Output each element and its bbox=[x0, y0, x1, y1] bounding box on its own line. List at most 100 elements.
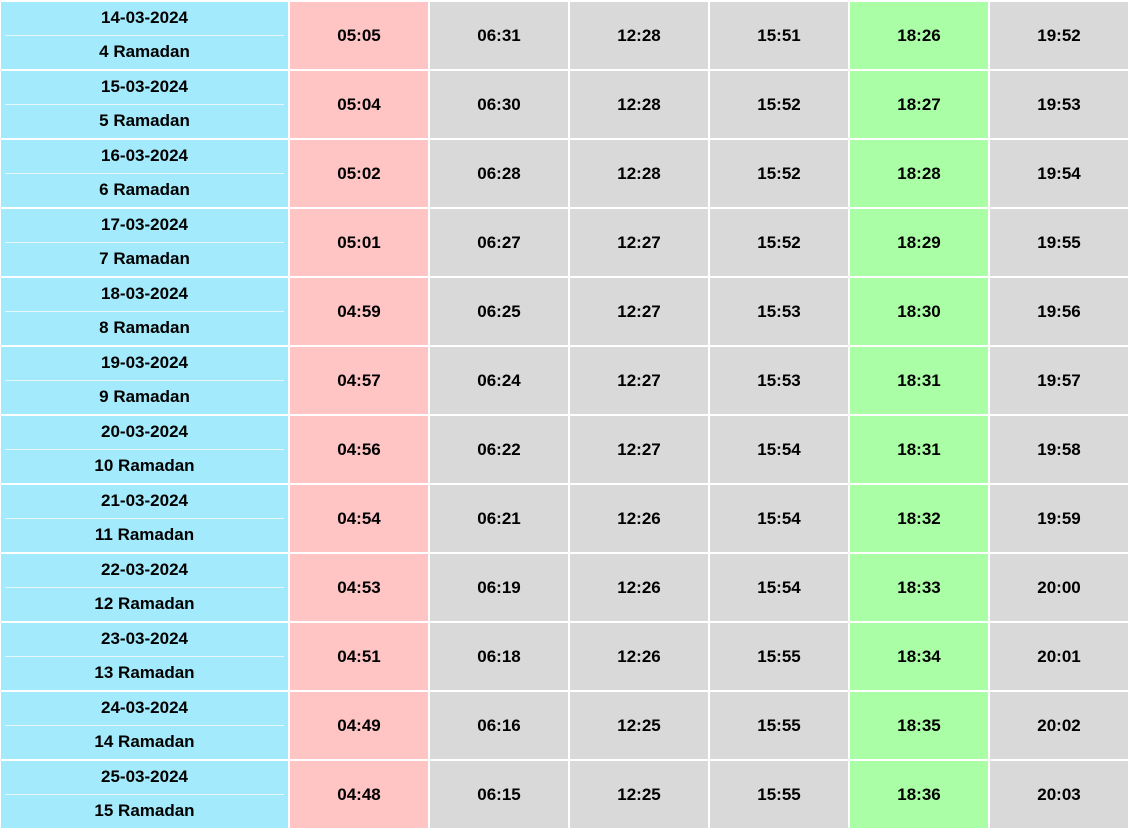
date-cell: 20-03-2024 10 Ramadan bbox=[1, 416, 288, 483]
gregorian-date: 15-03-2024 bbox=[5, 71, 284, 105]
sunrise-time: 06:24 bbox=[430, 347, 568, 414]
fajr-time: 04:57 bbox=[290, 347, 428, 414]
table-row: 23-03-2024 13 Ramadan 04:51 06:18 12:26 1… bbox=[1, 623, 1128, 690]
isha-time: 19:57 bbox=[990, 347, 1128, 414]
gregorian-date: 21-03-2024 bbox=[5, 485, 284, 519]
sunrise-time: 06:31 bbox=[430, 2, 568, 69]
fajr-time: 04:56 bbox=[290, 416, 428, 483]
isha-time: 20:03 bbox=[990, 761, 1128, 828]
maghrib-time: 18:32 bbox=[850, 485, 988, 552]
dhuhr-time: 12:26 bbox=[570, 485, 708, 552]
table-row: 14-03-2024 4 Ramadan 05:05 06:31 12:28 15… bbox=[1, 2, 1128, 69]
maghrib-time: 18:35 bbox=[850, 692, 988, 759]
dhuhr-time: 12:26 bbox=[570, 623, 708, 690]
fajr-time: 04:51 bbox=[290, 623, 428, 690]
sunrise-time: 06:25 bbox=[430, 278, 568, 345]
hijri-date: 7 Ramadan bbox=[99, 249, 190, 268]
fajr-time: 04:48 bbox=[290, 761, 428, 828]
sunrise-time: 06:16 bbox=[430, 692, 568, 759]
gregorian-date: 24-03-2024 bbox=[5, 692, 284, 726]
date-cell: 17-03-2024 7 Ramadan bbox=[1, 209, 288, 276]
asr-time: 15:51 bbox=[710, 2, 848, 69]
asr-time: 15:55 bbox=[710, 761, 848, 828]
dhuhr-time: 12:27 bbox=[570, 416, 708, 483]
hijri-date: 15 Ramadan bbox=[94, 801, 195, 820]
hijri-date: 14 Ramadan bbox=[94, 732, 195, 751]
gregorian-date: 25-03-2024 bbox=[5, 761, 284, 795]
isha-time: 19:59 bbox=[990, 485, 1128, 552]
date-cell: 18-03-2024 8 Ramadan bbox=[1, 278, 288, 345]
isha-time: 19:58 bbox=[990, 416, 1128, 483]
isha-time: 19:56 bbox=[990, 278, 1128, 345]
isha-time: 19:54 bbox=[990, 140, 1128, 207]
maghrib-time: 18:34 bbox=[850, 623, 988, 690]
gregorian-date: 17-03-2024 bbox=[5, 209, 284, 243]
sunrise-time: 06:30 bbox=[430, 71, 568, 138]
sunrise-time: 06:19 bbox=[430, 554, 568, 621]
hijri-date: 12 Ramadan bbox=[94, 594, 195, 613]
maghrib-time: 18:30 bbox=[850, 278, 988, 345]
fajr-time: 04:54 bbox=[290, 485, 428, 552]
asr-time: 15:52 bbox=[710, 140, 848, 207]
table-row: 24-03-2024 14 Ramadan 04:49 06:16 12:25 1… bbox=[1, 692, 1128, 759]
hijri-date: 4 Ramadan bbox=[99, 42, 190, 61]
dhuhr-time: 12:27 bbox=[570, 209, 708, 276]
sunrise-time: 06:22 bbox=[430, 416, 568, 483]
dhuhr-time: 12:27 bbox=[570, 347, 708, 414]
sunrise-time: 06:27 bbox=[430, 209, 568, 276]
table-row: 25-03-2024 15 Ramadan 04:48 06:15 12:25 1… bbox=[1, 761, 1128, 828]
hijri-date: 13 Ramadan bbox=[94, 663, 195, 682]
date-cell: 15-03-2024 5 Ramadan bbox=[1, 71, 288, 138]
hijri-date: 9 Ramadan bbox=[99, 387, 190, 406]
maghrib-time: 18:31 bbox=[850, 347, 988, 414]
table-row: 18-03-2024 8 Ramadan 04:59 06:25 12:27 15… bbox=[1, 278, 1128, 345]
dhuhr-time: 12:26 bbox=[570, 554, 708, 621]
asr-time: 15:55 bbox=[710, 623, 848, 690]
maghrib-time: 18:29 bbox=[850, 209, 988, 276]
hijri-date: 11 Ramadan bbox=[94, 525, 195, 544]
fajr-time: 04:59 bbox=[290, 278, 428, 345]
fajr-time: 04:53 bbox=[290, 554, 428, 621]
maghrib-time: 18:28 bbox=[850, 140, 988, 207]
dhuhr-time: 12:28 bbox=[570, 140, 708, 207]
fajr-time: 04:49 bbox=[290, 692, 428, 759]
date-cell: 23-03-2024 13 Ramadan bbox=[1, 623, 288, 690]
dhuhr-time: 12:28 bbox=[570, 71, 708, 138]
dhuhr-time: 12:28 bbox=[570, 2, 708, 69]
asr-time: 15:55 bbox=[710, 692, 848, 759]
maghrib-time: 18:26 bbox=[850, 2, 988, 69]
asr-time: 15:53 bbox=[710, 347, 848, 414]
table-row: 19-03-2024 9 Ramadan 04:57 06:24 12:27 15… bbox=[1, 347, 1128, 414]
date-cell: 21-03-2024 11 Ramadan bbox=[1, 485, 288, 552]
date-cell: 19-03-2024 9 Ramadan bbox=[1, 347, 288, 414]
fajr-time: 05:02 bbox=[290, 140, 428, 207]
gregorian-date: 18-03-2024 bbox=[5, 278, 284, 312]
sunrise-time: 06:21 bbox=[430, 485, 568, 552]
isha-time: 20:02 bbox=[990, 692, 1128, 759]
isha-time: 19:55 bbox=[990, 209, 1128, 276]
sunrise-time: 06:28 bbox=[430, 140, 568, 207]
table-row: 15-03-2024 5 Ramadan 05:04 06:30 12:28 15… bbox=[1, 71, 1128, 138]
table-row: 20-03-2024 10 Ramadan 04:56 06:22 12:27 1… bbox=[1, 416, 1128, 483]
gregorian-date: 14-03-2024 bbox=[5, 2, 284, 36]
isha-time: 19:53 bbox=[990, 71, 1128, 138]
asr-time: 15:54 bbox=[710, 485, 848, 552]
maghrib-time: 18:27 bbox=[850, 71, 988, 138]
fajr-time: 05:05 bbox=[290, 2, 428, 69]
sunrise-time: 06:15 bbox=[430, 761, 568, 828]
asr-time: 15:52 bbox=[710, 209, 848, 276]
gregorian-date: 23-03-2024 bbox=[5, 623, 284, 657]
date-cell: 22-03-2024 12 Ramadan bbox=[1, 554, 288, 621]
hijri-date: 10 Ramadan bbox=[94, 456, 195, 475]
maghrib-time: 18:36 bbox=[850, 761, 988, 828]
date-cell: 25-03-2024 15 Ramadan bbox=[1, 761, 288, 828]
table-row: 17-03-2024 7 Ramadan 05:01 06:27 12:27 15… bbox=[1, 209, 1128, 276]
asr-time: 15:54 bbox=[710, 416, 848, 483]
table-row: 21-03-2024 11 Ramadan 04:54 06:21 12:26 1… bbox=[1, 485, 1128, 552]
fajr-time: 05:04 bbox=[290, 71, 428, 138]
gregorian-date: 16-03-2024 bbox=[5, 140, 284, 174]
asr-time: 15:52 bbox=[710, 71, 848, 138]
dhuhr-time: 12:25 bbox=[570, 761, 708, 828]
